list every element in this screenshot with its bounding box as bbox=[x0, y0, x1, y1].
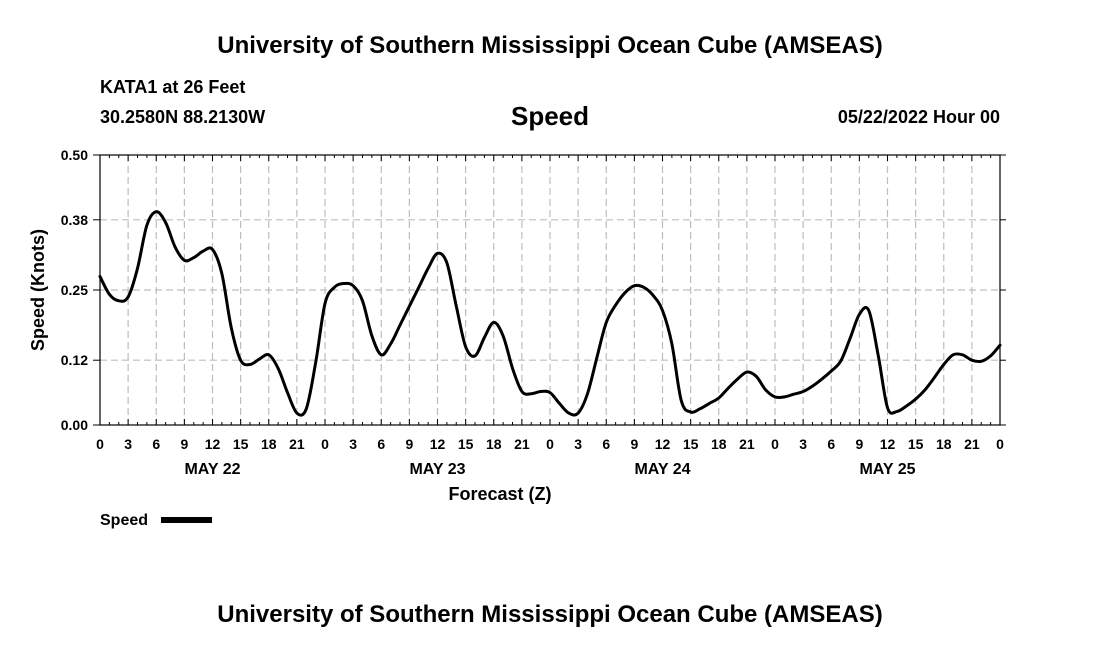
x-tick-label: 12 bbox=[880, 436, 896, 452]
day-label: MAY 24 bbox=[634, 461, 690, 478]
x-tick-label: 15 bbox=[233, 436, 249, 452]
grid-lines bbox=[100, 155, 1000, 425]
x-tick-label: 18 bbox=[936, 436, 952, 452]
station-label: KATA1 at 26 Feet bbox=[100, 77, 246, 97]
y-tick-label: 0.38 bbox=[61, 212, 88, 228]
forecast-datetime: 05/22/2022 Hour 00 bbox=[837, 107, 1000, 127]
day-label: MAY 22 bbox=[184, 461, 240, 478]
x-tick-label: 6 bbox=[602, 436, 610, 452]
x-tick-label: 3 bbox=[349, 436, 357, 452]
day-labels: MAY 22 MAY 23 MAY 24 MAY 25 bbox=[184, 461, 915, 478]
station-coords: 30.2580N 88.2130W bbox=[100, 107, 266, 127]
x-tick-label: 0 bbox=[996, 436, 1004, 452]
speed-series-line bbox=[98, 210, 1002, 417]
x-tick-label: 18 bbox=[711, 436, 727, 452]
y-tick-labels: 0.00 0.12 0.25 0.38 0.50 bbox=[61, 147, 88, 433]
x-tick-label: 3 bbox=[799, 436, 807, 452]
x-tick-label: 21 bbox=[514, 436, 530, 452]
x-tick-label: 12 bbox=[430, 436, 446, 452]
y-axis-label: Speed (Knots) bbox=[28, 229, 48, 351]
x-tick-label: 21 bbox=[739, 436, 755, 452]
x-tick-label: 21 bbox=[964, 436, 980, 452]
x-tick-label: 15 bbox=[458, 436, 474, 452]
page-title-bottom: University of Southern Mississippi Ocean… bbox=[217, 601, 883, 628]
y-tick-label: 0.12 bbox=[61, 352, 88, 368]
x-tick-label: 0 bbox=[96, 436, 104, 452]
legend-label: Speed bbox=[100, 512, 148, 529]
x-tick-label: 0 bbox=[546, 436, 554, 452]
page-title-top: University of Southern Mississippi Ocean… bbox=[217, 32, 883, 59]
x-tick-label: 12 bbox=[655, 436, 671, 452]
x-tick-label: 6 bbox=[152, 436, 160, 452]
x-tick-label: 9 bbox=[855, 436, 863, 452]
x-axis-label: Forecast (Z) bbox=[448, 484, 551, 504]
x-tick-label: 21 bbox=[289, 436, 305, 452]
x-tick-label: 6 bbox=[377, 436, 385, 452]
x-tick-label: 15 bbox=[683, 436, 699, 452]
x-tick-label: 6 bbox=[827, 436, 835, 452]
x-tick-label: 9 bbox=[180, 436, 188, 452]
x-tick-label: 18 bbox=[486, 436, 502, 452]
x-tick-label: 3 bbox=[124, 436, 132, 452]
y-tick-label: 0.00 bbox=[61, 417, 88, 433]
x-tick-label: 18 bbox=[261, 436, 277, 452]
x-tick-label: 0 bbox=[771, 436, 779, 452]
x-tick-label: 12 bbox=[205, 436, 221, 452]
x-tick-label: 9 bbox=[630, 436, 638, 452]
day-label: MAY 25 bbox=[859, 461, 915, 478]
day-label: MAY 23 bbox=[409, 461, 465, 478]
x-tick-label: 0 bbox=[321, 436, 329, 452]
chart-title: Speed bbox=[510, 101, 590, 131]
x-tick-label: 3 bbox=[574, 436, 582, 452]
x-tick-labels: 0 3 6 9 12 15 18 21 0 3 6 9 12 15 18 21 0 3 6 9 12 15 18 21 0 3 6 9… bbox=[96, 436, 1004, 452]
plot-frame bbox=[99, 154, 1001, 426]
legend: Speed bbox=[100, 512, 212, 529]
y-tick-label: 0.50 bbox=[61, 147, 88, 163]
x-tick-label: 9 bbox=[405, 436, 413, 452]
x-tick-label: 15 bbox=[908, 436, 924, 452]
y-tick-label: 0.25 bbox=[61, 282, 88, 298]
